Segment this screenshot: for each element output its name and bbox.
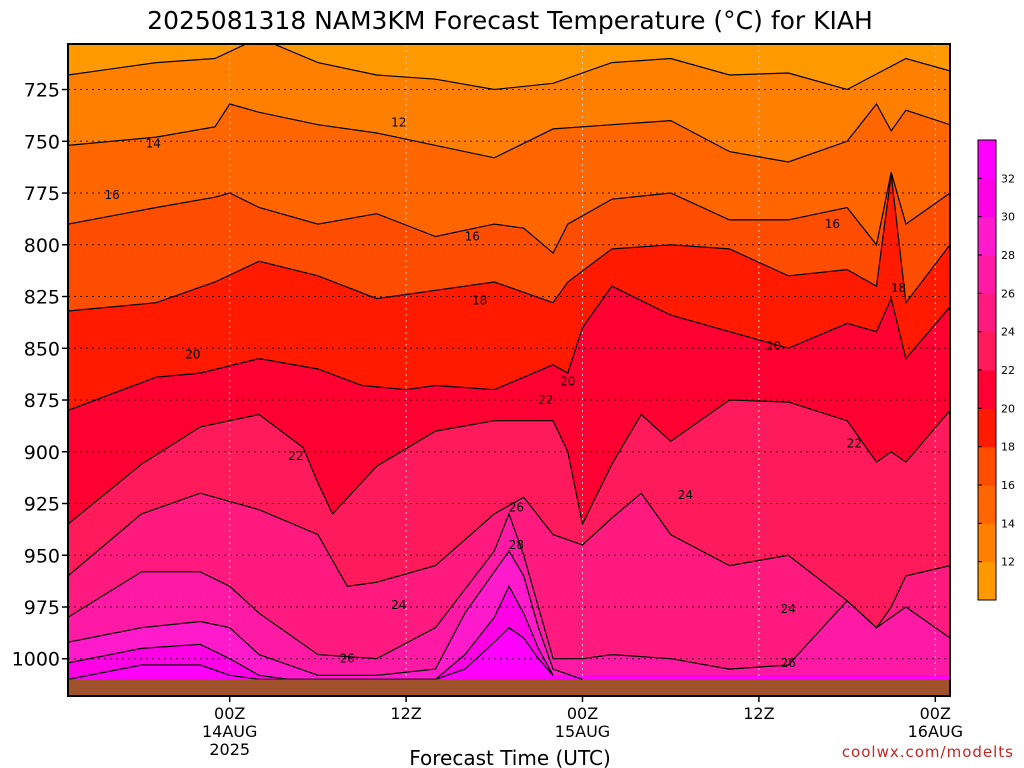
y-tick-label: 1000 <box>12 649 60 671</box>
colorbar-label: 26 <box>1001 287 1015 300</box>
isotherm-26 <box>68 512 950 670</box>
chart-title: 2025081318 NAM3KM Forecast Temperature (… <box>147 6 873 35</box>
colorbar-label: 20 <box>1001 402 1015 415</box>
colorbar-label: 14 <box>1001 517 1015 530</box>
credit-text: coolwx.com/modelts <box>842 743 1014 761</box>
colorbar-segment <box>978 408 996 448</box>
contour-label: 24 <box>391 598 406 612</box>
colorbar-segment <box>978 255 996 294</box>
y-tick-label: 875 <box>24 390 60 412</box>
colorbar-segment <box>978 561 996 601</box>
x-tick-label: 00Z <box>214 704 245 723</box>
colorbar-label: 24 <box>1001 326 1015 339</box>
colorbar-label: 12 <box>1001 556 1015 569</box>
isotherm-32 <box>68 626 554 680</box>
contour-label: 16 <box>465 229 480 243</box>
x-tick-label: 12Z <box>390 704 421 723</box>
contour-label: 26 <box>781 656 796 670</box>
isotherm-28 <box>68 549 583 680</box>
y-tick-label: 775 <box>24 183 60 205</box>
plot-area: 12 14 16 16 16 18 18 20 20 20 22 22 22 24 24 24 26 26 26 28 <box>68 44 950 696</box>
isotherm-12 <box>68 44 950 91</box>
contour-label: 18 <box>891 281 906 295</box>
colorbar: 12 14 16 18 20 22 24 26 28 30 32 <box>977 139 1015 601</box>
contour-label: 22 <box>288 449 303 463</box>
colorbar-label: 16 <box>1001 479 1015 492</box>
x-tick-label: 15AUG <box>555 722 610 741</box>
colorbar-label: 28 <box>1001 249 1015 262</box>
y-tick-label: 975 <box>24 597 60 619</box>
x-tick-label: 2025 <box>209 740 250 759</box>
contour-label: 28 <box>509 538 524 552</box>
isotherm-18 <box>68 174 950 312</box>
y-tick-label: 850 <box>24 338 60 360</box>
contour-label: 14 <box>146 136 161 150</box>
y-axis: 725 750 775 800 825 850 875 900 925 950 975 1000 <box>12 80 68 671</box>
colorbar-segment <box>978 140 996 179</box>
temperature-fills <box>68 44 950 696</box>
plot-frame <box>67 43 951 697</box>
contour-label: 22 <box>847 436 862 450</box>
y-tick-label: 925 <box>24 494 60 516</box>
isotherm-22 <box>68 399 950 527</box>
contour-label: 18 <box>472 294 487 308</box>
colorbar-label: 18 <box>1001 441 1015 454</box>
colorbar-segment <box>978 485 996 524</box>
x-tick-label: 00Z <box>567 704 598 723</box>
isotherm-14 <box>68 102 950 163</box>
x-tick-label: 16AUG <box>908 722 963 741</box>
contour-label: 12 <box>391 116 406 130</box>
x-tick-label: 12Z <box>743 704 774 723</box>
colorbar-segment <box>978 216 996 256</box>
isotherm-20 <box>68 285 950 411</box>
colorbar-label: 30 <box>1001 211 1015 224</box>
colorbar-segment <box>978 446 996 486</box>
y-tick-label: 900 <box>24 442 60 464</box>
colorbar-segment <box>978 178 996 218</box>
colorbar-label: 32 <box>1001 172 1015 185</box>
colorbar-segment <box>978 370 996 409</box>
y-tick-label: 750 <box>24 131 60 153</box>
contour-label: 26 <box>509 501 524 515</box>
y-tick-label: 800 <box>24 235 60 257</box>
colorbar-segment <box>978 331 996 371</box>
grid-lines <box>68 44 950 696</box>
y-tick-label: 825 <box>24 287 60 309</box>
contour-labels: 12 14 16 16 16 18 18 20 20 20 22 22 22 24 24 24 26 26 26 28 <box>104 116 906 670</box>
colorbar-segment <box>978 523 996 563</box>
contour-label: 16 <box>825 217 840 231</box>
contour-label: 24 <box>678 488 693 502</box>
x-tick-label: 00Z <box>920 704 951 723</box>
contour-label: 20 <box>185 347 200 361</box>
y-tick-label: 950 <box>24 545 60 567</box>
terrain-surface <box>68 679 950 696</box>
colorbar-label: 22 <box>1001 364 1015 377</box>
colorbar-segment <box>978 293 996 333</box>
contour-label: 20 <box>766 339 781 353</box>
isotherm-16 <box>68 172 950 255</box>
contour-label: 26 <box>340 652 355 666</box>
contour-label: 22 <box>538 393 553 407</box>
y-tick-label: 725 <box>24 80 60 102</box>
contour-label: 16 <box>104 188 119 202</box>
contour-label: 24 <box>781 602 796 616</box>
x-tick-label: 14AUG <box>202 722 257 741</box>
contour-label: 20 <box>560 374 575 388</box>
isotherm-lines <box>68 44 950 680</box>
x-axis-label: Forecast Time (UTC) <box>409 746 611 768</box>
